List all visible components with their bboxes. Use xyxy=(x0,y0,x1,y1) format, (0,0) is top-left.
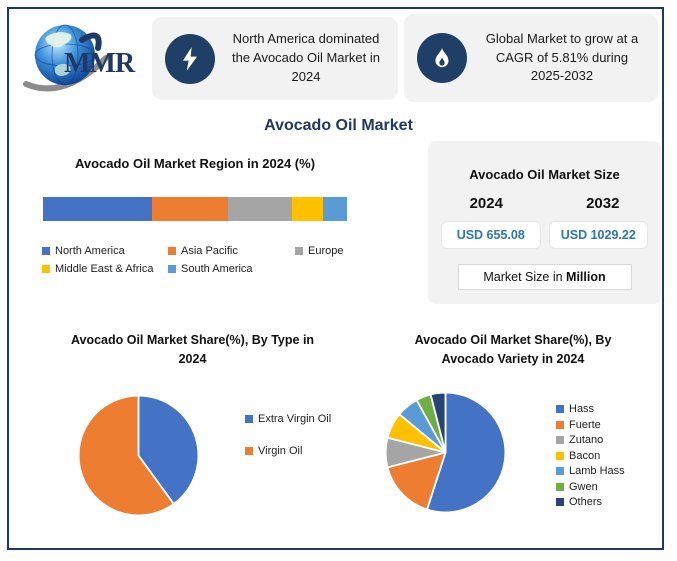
legend-swatch-north-america xyxy=(42,247,50,255)
legend-label: Asia Pacific xyxy=(181,245,238,257)
legend-item-hass: Hass xyxy=(556,403,656,415)
pie-slice-extra-virgin-oil xyxy=(137,394,200,505)
legend-item-bacon: Bacon xyxy=(556,450,656,462)
globe-icon xyxy=(23,24,109,92)
bar-segment-south-america xyxy=(322,197,347,221)
pie-type-title-line1: Avocado Oil Market Share(%), By Type in xyxy=(70,333,315,347)
legend-label: Fuerte xyxy=(569,418,601,431)
legend-item-south-america: South America xyxy=(168,263,295,275)
legend-label: Gwen xyxy=(569,480,598,493)
pie-slice-hass xyxy=(426,391,507,514)
bar-chart-title: Avocado Oil Market Region in 2024 (%) xyxy=(74,156,316,171)
legend-swatch-europe xyxy=(295,247,303,255)
legend-swatch-virgin-oil xyxy=(245,447,253,455)
pie-type-legend: Extra Virgin Oil Virgin Oil xyxy=(245,413,337,457)
market-size-panel: Avocado Oil Market Size 2024 2032 USD 65… xyxy=(428,141,661,304)
pie-type-title: Avocado Oil Market Share(%), By Type in … xyxy=(40,331,345,370)
legend-label: Middle East & Africa xyxy=(55,263,154,275)
legend-label: Lamb Hass xyxy=(569,465,625,477)
callout-cagr: Global Market to grow at a CAGR of 5.81%… xyxy=(404,14,658,102)
region-legend: North America Asia Pacific Europe Middle Ea… xyxy=(42,245,387,275)
legend-label: Extra Virgin Oil xyxy=(258,413,332,425)
legend-swatch-hass xyxy=(556,405,564,413)
note-prefix: Market Size in xyxy=(483,270,567,284)
pie-slice-virgin-oil xyxy=(77,394,175,517)
bar-segment-europe xyxy=(228,197,293,221)
market-size-title: Avocado Oil Market Size xyxy=(469,167,620,182)
legend-swatch-asia-pacific xyxy=(168,247,176,255)
pie-variety-title-line2: Avocado Variety in 2024 xyxy=(441,352,585,367)
region-stacked-bar xyxy=(43,197,347,221)
page-title: Avocado Oil Market xyxy=(264,117,413,134)
legend-label: Hass xyxy=(569,403,595,415)
lightning-glyph xyxy=(182,46,198,71)
market-size-unit-note: Market Size in Million xyxy=(457,264,632,290)
bar-segment-middle-east-africa xyxy=(292,197,323,221)
legend-swatch-lamb-hass xyxy=(556,467,564,475)
market-value-2024: USD 655.08 xyxy=(441,221,541,249)
legend-item-others: Others xyxy=(556,496,656,508)
legend-item-asia-pacific: Asia Pacific xyxy=(168,245,295,257)
legend-swatch-fuerte xyxy=(556,420,564,429)
market-value-2032: USD 1029.22 xyxy=(548,221,648,249)
pie-variety-title: Avocado Oil Market Share(%), By Avocado … xyxy=(372,331,654,370)
mmr-logo: MMR xyxy=(18,20,148,98)
legend-item-europe: Europe xyxy=(295,245,387,257)
legend-item-lamb-hass: Lamb Hass xyxy=(556,465,656,477)
legend-swatch-zutano xyxy=(556,436,564,444)
callout-text: Global Market to grow at a CAGR of 5.81%… xyxy=(485,30,639,84)
flame-glyph xyxy=(435,46,449,68)
legend-label: Virgin Oil xyxy=(258,445,303,457)
pie-slice-fuerte xyxy=(386,451,447,511)
legend-item-gwen: Gwen xyxy=(556,481,656,493)
note-unit: Million xyxy=(566,270,606,284)
pie-type-title-line2: 2024 xyxy=(178,352,207,367)
year-2024-label: 2024 xyxy=(469,195,503,212)
pie-variety-title-line1: Avocado Oil Market Share(%), By xyxy=(414,333,612,347)
logo-text: MMR xyxy=(64,48,135,79)
legend-item-fuerte: Fuerte xyxy=(556,419,656,431)
pie-chart-by-type xyxy=(77,394,200,517)
pie-variety-legend: Hass Fuerte Zutano Bacon Lamb Hass Gwen Others xyxy=(556,403,656,508)
legend-swatch-others xyxy=(556,498,564,506)
year-2032-label: 2032 xyxy=(586,195,620,212)
legend-item-virgin-oil: Virgin Oil xyxy=(245,445,337,457)
legend-label: Zutano xyxy=(569,434,604,446)
legend-swatch-gwen xyxy=(556,482,564,491)
legend-swatch-south-america xyxy=(168,265,176,273)
legend-swatch-middle-east-africa xyxy=(42,265,50,273)
legend-label: Others xyxy=(569,496,603,508)
callout-north-america: North America dominated the Avocado Oil … xyxy=(152,17,398,100)
flame-icon xyxy=(417,33,467,83)
legend-item-zutano: Zutano xyxy=(556,434,656,446)
legend-label: North America xyxy=(55,245,125,257)
lightning-icon xyxy=(165,33,215,84)
pie-chart-by-variety xyxy=(384,391,507,514)
legend-label: Europe xyxy=(308,245,344,257)
legend-item-extra-virgin-oil: Extra Virgin Oil xyxy=(245,413,337,425)
pie-slice-others xyxy=(429,391,447,454)
bar-segment-north-america xyxy=(43,197,153,221)
legend-swatch-bacon xyxy=(556,451,564,460)
legend-label: South America xyxy=(181,263,253,275)
legend-label: Bacon xyxy=(569,449,601,462)
legend-swatch-extra-virgin-oil xyxy=(245,415,253,423)
bar-segment-asia-pacific xyxy=(152,197,229,221)
legend-item-middle-east-africa: Middle East & Africa xyxy=(42,263,168,275)
callout-text: North America dominated the Avocado Oil … xyxy=(232,31,380,84)
legend-item-north-america: North America xyxy=(42,245,168,257)
